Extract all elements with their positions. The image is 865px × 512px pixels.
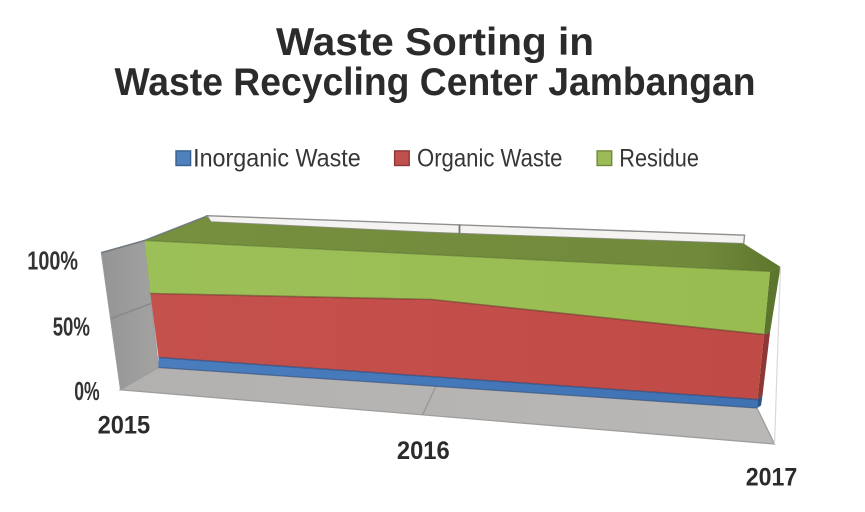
svg-text:50%: 50%: [53, 312, 90, 342]
svg-text:100%: 100%: [27, 245, 78, 275]
svg-text:Residue: Residue: [619, 145, 699, 173]
svg-text:Inorganic Waste: Inorganic Waste: [193, 145, 361, 173]
svg-text:Organic Waste: Organic Waste: [417, 145, 562, 173]
svg-text:Waste Sorting in: Waste Sorting in: [276, 21, 594, 64]
svg-text:2015: 2015: [98, 412, 151, 440]
svg-text:Waste Recycling Center Jambang: Waste Recycling Center Jambangan: [115, 61, 756, 104]
svg-text:2017: 2017: [746, 463, 798, 491]
svg-text:0%: 0%: [74, 376, 99, 406]
svg-text:2016: 2016: [397, 437, 450, 465]
